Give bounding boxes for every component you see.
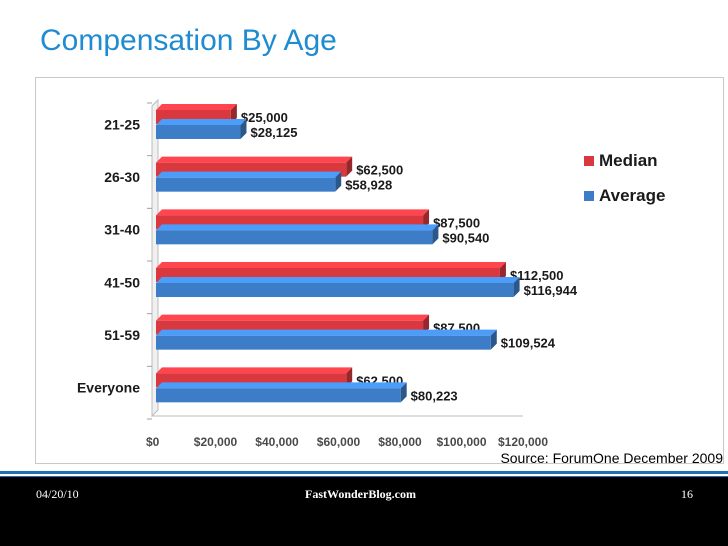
bar-average-31-40: [156, 224, 439, 245]
data-label-median-21-25: $25,000: [241, 110, 288, 125]
x-tick-label: $80,000: [378, 435, 422, 449]
legend-swatch-average: [584, 191, 594, 201]
slide-footer: 04/20/10 FastWonderBlog.com 16: [0, 477, 728, 546]
category-label-41-50: 41-50: [104, 274, 140, 290]
category-label-31-40: 31-40: [104, 222, 140, 238]
chart-frame: 21-25 $25,000 $28,125 26-30 $62,500 $58,928 31…: [35, 77, 724, 464]
category-label-51-59: 51-59: [104, 327, 140, 343]
x-tick-label: $0: [146, 435, 160, 449]
x-tick-label: $120,000: [498, 435, 548, 449]
x-tick-label: $40,000: [255, 435, 299, 449]
category-label-26-30: 26-30: [104, 169, 140, 185]
footer-rule: [0, 471, 728, 474]
legend-swatch-median: [584, 156, 594, 166]
data-label-median-26-30: $62,500: [356, 163, 403, 178]
bar-average-41-50: [156, 277, 520, 297]
footer-site: FastWonderBlog.com: [305, 487, 416, 501]
data-label-median-41-50: $112,500: [510, 268, 564, 283]
category-label-everyone: Everyone: [77, 380, 140, 396]
data-label-median-31-40: $87,500: [433, 215, 480, 230]
footer-date: 04/20/10: [36, 487, 79, 501]
bar-average-21-25: [156, 119, 247, 139]
data-label-average-everyone: $80,223: [411, 388, 458, 403]
footer-rule-thin: [0, 476, 728, 477]
legend-label-average: Average: [599, 186, 665, 205]
page-number: 16: [681, 487, 693, 501]
x-tick-label: $60,000: [317, 435, 361, 449]
bar-average-51-59: [156, 329, 497, 350]
x-tick-label: $20,000: [194, 435, 238, 449]
data-label-average-26-30: $58,928: [345, 178, 392, 193]
source-note: Source: ForumOne December 2009: [500, 450, 723, 466]
legend-label-median: Median: [599, 151, 658, 170]
category-label-21-25: 21-25: [104, 116, 140, 132]
data-label-average-41-50: $116,944: [524, 283, 578, 298]
bar-average-everyone: [156, 382, 407, 403]
compensation-bar-chart: 21-25 $25,000$28,125 26-30 $62,500$58,928 31…: [77, 98, 665, 449]
axis-wall: [151, 98, 159, 418]
bar-average-26-30: [156, 171, 342, 192]
slide-title: Compensation By Age: [40, 24, 337, 57]
data-label-average-21-25: $28,125: [250, 125, 297, 140]
x-tick-label: $100,000: [436, 435, 486, 449]
data-label-average-51-59: $109,524: [501, 336, 556, 351]
data-label-average-31-40: $90,540: [442, 230, 489, 245]
